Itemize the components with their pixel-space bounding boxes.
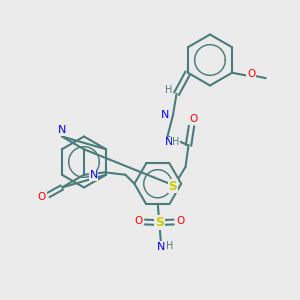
Text: H: H: [172, 137, 180, 147]
Text: O: O: [134, 216, 142, 226]
Text: N: N: [165, 137, 173, 147]
Text: H: H: [165, 85, 173, 95]
Text: H: H: [166, 241, 173, 251]
Text: N: N: [58, 125, 67, 135]
Text: N: N: [161, 110, 169, 120]
Text: N: N: [89, 170, 98, 180]
Text: O: O: [247, 69, 255, 79]
Text: O: O: [38, 191, 46, 202]
Text: O: O: [176, 216, 184, 226]
Text: S: S: [168, 180, 177, 193]
Text: N: N: [157, 242, 166, 252]
Text: O: O: [189, 114, 197, 124]
Text: S: S: [155, 216, 164, 229]
